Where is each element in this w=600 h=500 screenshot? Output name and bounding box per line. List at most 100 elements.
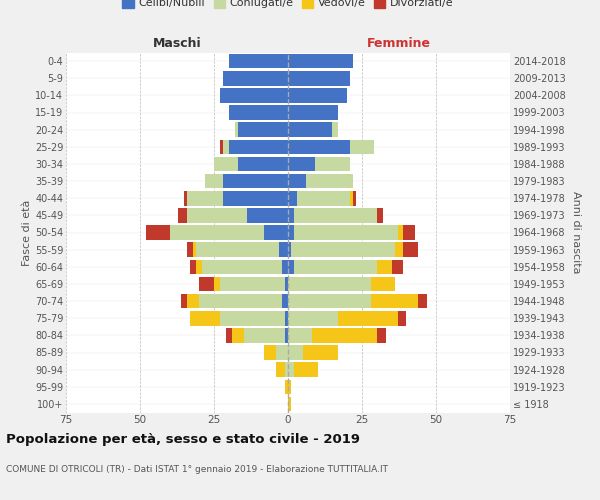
Bar bbox=[288, 105, 338, 120]
Bar bbox=[288, 140, 350, 154]
Text: Maschi: Maschi bbox=[152, 37, 202, 50]
Bar bbox=[288, 311, 338, 326]
Bar bbox=[229, 140, 288, 154]
Bar bbox=[214, 156, 238, 171]
Bar bbox=[294, 260, 377, 274]
Bar bbox=[303, 345, 338, 360]
Bar bbox=[392, 260, 403, 274]
Bar bbox=[279, 242, 288, 257]
Bar bbox=[187, 294, 199, 308]
Bar bbox=[223, 140, 229, 154]
Bar bbox=[338, 311, 398, 326]
Bar bbox=[285, 362, 288, 377]
Bar bbox=[202, 260, 282, 274]
Text: Popolazione per età, sesso e stato civile - 2019: Popolazione per età, sesso e stato civil… bbox=[6, 432, 360, 446]
Bar bbox=[288, 242, 291, 257]
Bar bbox=[181, 294, 187, 308]
Bar bbox=[285, 328, 288, 342]
Bar bbox=[288, 345, 303, 360]
Bar bbox=[288, 54, 353, 68]
Bar bbox=[193, 242, 196, 257]
Bar bbox=[190, 311, 220, 326]
Bar bbox=[350, 191, 353, 206]
Bar bbox=[288, 122, 332, 137]
Bar bbox=[398, 311, 406, 326]
Bar bbox=[403, 225, 415, 240]
Bar bbox=[235, 122, 238, 137]
Bar bbox=[187, 208, 247, 222]
Bar bbox=[146, 225, 170, 240]
Bar bbox=[223, 71, 288, 86]
Bar bbox=[371, 294, 418, 308]
Bar bbox=[238, 122, 288, 137]
Bar bbox=[377, 328, 386, 342]
Bar bbox=[220, 311, 285, 326]
Bar bbox=[232, 328, 244, 342]
Bar bbox=[285, 311, 288, 326]
Bar bbox=[288, 328, 311, 342]
Bar bbox=[190, 260, 196, 274]
Bar bbox=[184, 191, 187, 206]
Bar bbox=[288, 260, 294, 274]
Bar bbox=[187, 191, 223, 206]
Bar bbox=[288, 71, 350, 86]
Bar bbox=[377, 208, 383, 222]
Bar bbox=[288, 156, 314, 171]
Bar bbox=[223, 191, 288, 206]
Bar bbox=[288, 396, 291, 411]
Bar bbox=[199, 294, 282, 308]
Bar bbox=[403, 242, 418, 257]
Bar bbox=[288, 380, 291, 394]
Bar bbox=[214, 276, 220, 291]
Bar bbox=[288, 362, 294, 377]
Bar bbox=[223, 174, 288, 188]
Bar bbox=[226, 328, 232, 342]
Bar bbox=[294, 362, 317, 377]
Legend: Celibi/Nubili, Coniugati/e, Vedovi/e, Divorziati/e: Celibi/Nubili, Coniugati/e, Vedovi/e, Di… bbox=[118, 0, 458, 13]
Bar bbox=[332, 122, 338, 137]
Bar bbox=[350, 140, 374, 154]
Bar bbox=[353, 191, 356, 206]
Bar bbox=[247, 208, 288, 222]
Bar bbox=[170, 225, 265, 240]
Bar bbox=[220, 140, 223, 154]
Bar bbox=[220, 276, 285, 291]
Bar bbox=[265, 225, 288, 240]
Bar bbox=[265, 345, 276, 360]
Bar bbox=[282, 260, 288, 274]
Bar bbox=[314, 156, 350, 171]
Bar bbox=[220, 88, 288, 102]
Bar bbox=[229, 105, 288, 120]
Bar bbox=[199, 276, 214, 291]
Bar bbox=[285, 380, 288, 394]
Bar bbox=[288, 191, 297, 206]
Bar bbox=[377, 260, 392, 274]
Text: Femmine: Femmine bbox=[367, 37, 431, 50]
Bar bbox=[276, 362, 285, 377]
Y-axis label: Fasce di età: Fasce di età bbox=[22, 200, 32, 266]
Bar bbox=[288, 294, 371, 308]
Bar bbox=[306, 174, 353, 188]
Y-axis label: Anni di nascita: Anni di nascita bbox=[571, 191, 581, 274]
Bar bbox=[288, 208, 294, 222]
Bar bbox=[288, 276, 371, 291]
Bar bbox=[187, 242, 193, 257]
Bar bbox=[205, 174, 223, 188]
Bar bbox=[196, 260, 202, 274]
Bar bbox=[371, 276, 395, 291]
Bar bbox=[395, 242, 403, 257]
Bar bbox=[288, 174, 306, 188]
Bar bbox=[238, 156, 288, 171]
Bar bbox=[178, 208, 187, 222]
Bar bbox=[294, 208, 377, 222]
Bar bbox=[196, 242, 279, 257]
Bar bbox=[276, 345, 288, 360]
Bar bbox=[229, 54, 288, 68]
Bar bbox=[297, 191, 350, 206]
Bar bbox=[291, 242, 395, 257]
Bar bbox=[288, 88, 347, 102]
Bar bbox=[282, 294, 288, 308]
Text: COMUNE DI OTRICOLI (TR) - Dati ISTAT 1° gennaio 2019 - Elaborazione TUTTITALIA.I: COMUNE DI OTRICOLI (TR) - Dati ISTAT 1° … bbox=[6, 465, 388, 474]
Bar bbox=[398, 225, 403, 240]
Bar bbox=[311, 328, 377, 342]
